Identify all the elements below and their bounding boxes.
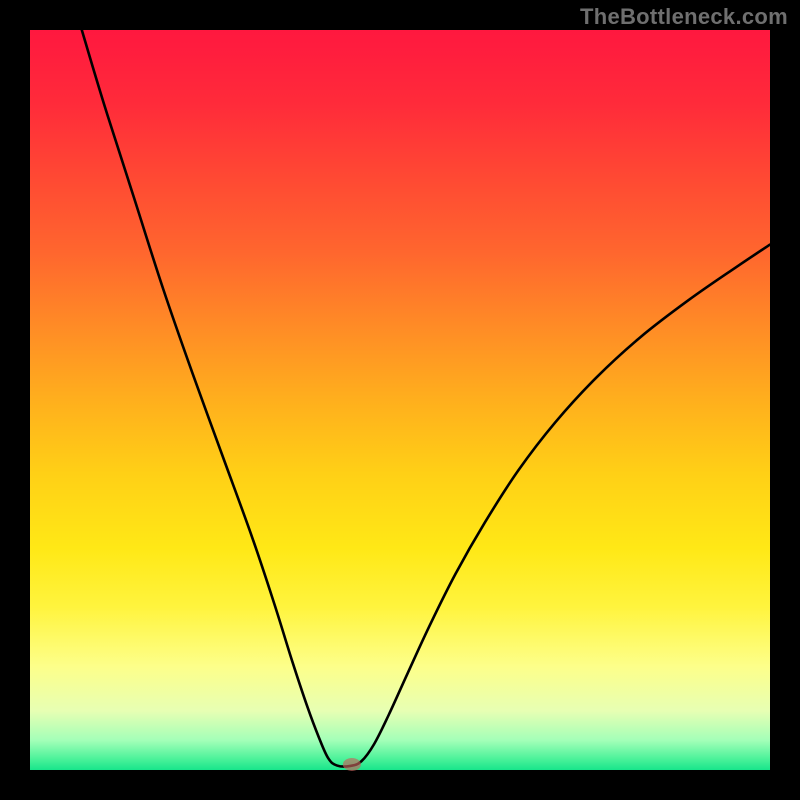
- gradient-background: [30, 30, 770, 770]
- bottleneck-curve-chart: [0, 0, 800, 800]
- chart-frame: TheBottleneck.com: [0, 0, 800, 800]
- optimum-marker: [343, 758, 361, 771]
